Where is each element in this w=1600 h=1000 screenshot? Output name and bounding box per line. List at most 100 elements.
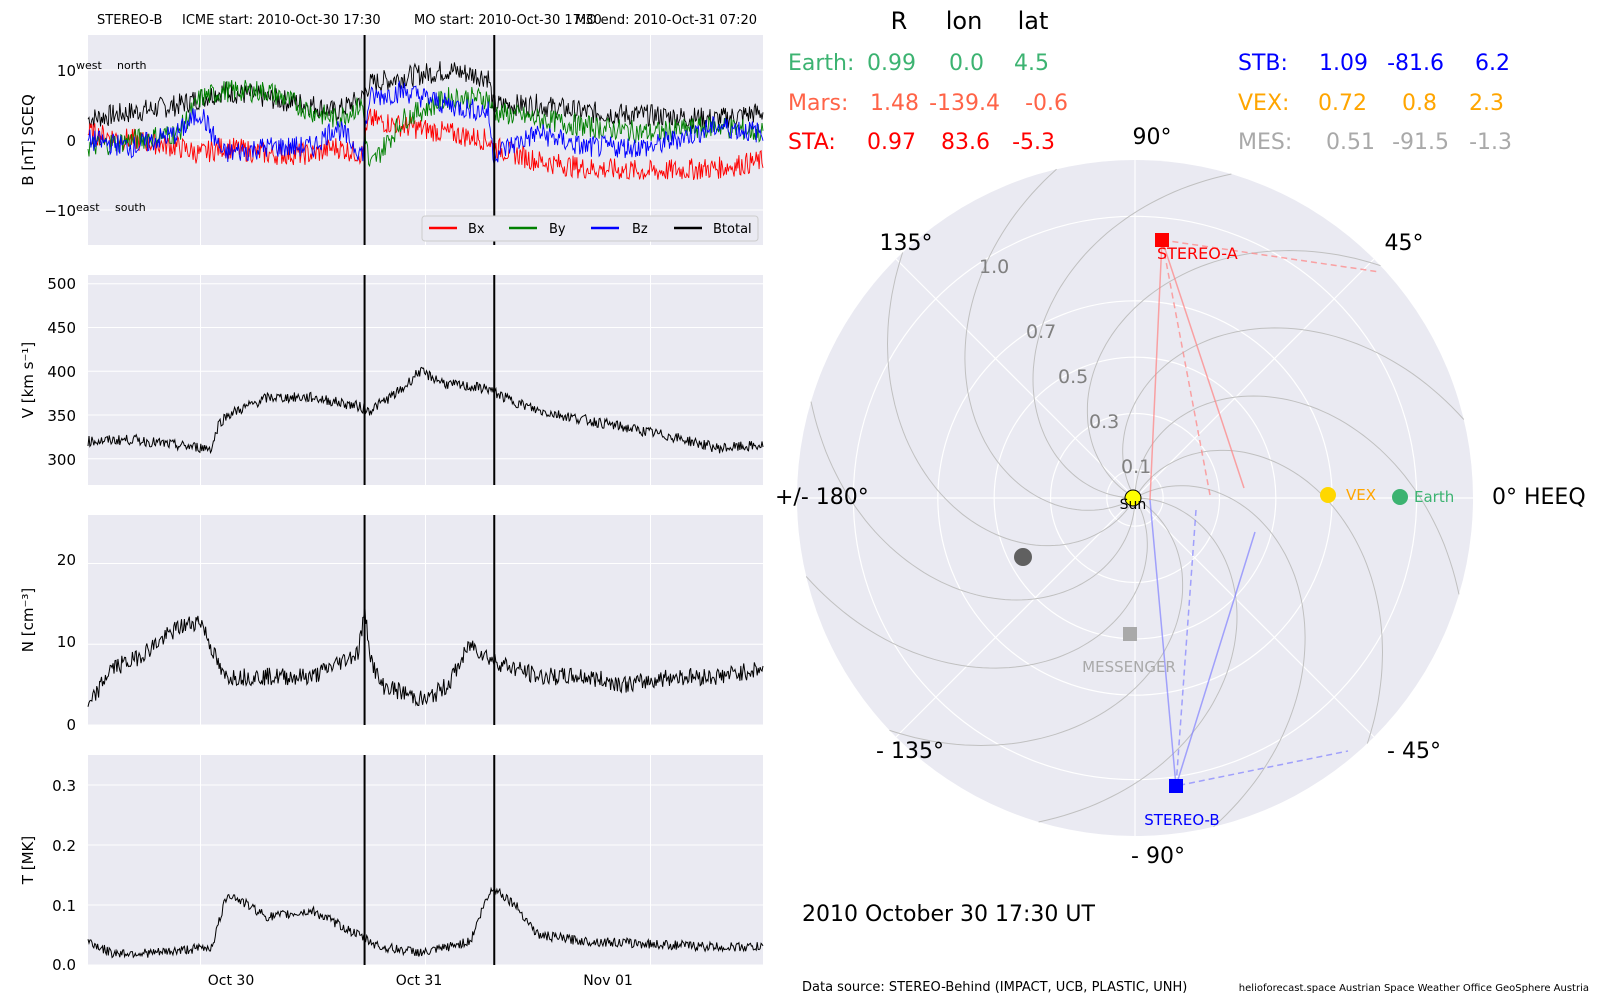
panel-t-series <box>87 886 764 959</box>
stereo-a-label: STEREO-A <box>1157 244 1238 263</box>
panel-n-series <box>87 604 764 707</box>
mes-row-r: 0.51 <box>1326 130 1375 155</box>
panel-v-ytick-450: 450 <box>47 319 76 337</box>
sta-row-lon: 83.6 <box>941 130 990 155</box>
earth-row-r: 0.99 <box>867 51 916 76</box>
vex-row-r: 0.72 <box>1318 91 1367 116</box>
panel-magnetic-field: B [nT] SCEQ 10 0 −10 west north east sou… <box>19 35 764 245</box>
parker-spiral <box>1134 449 1384 744</box>
panel-b-ylabel: B [nT] SCEQ <box>19 94 37 185</box>
annotation-south: south <box>115 201 146 214</box>
annotation-east: east <box>76 201 100 214</box>
stb-row-label: STB: <box>1238 51 1288 76</box>
mars-row-lon: -139.4 <box>929 91 1000 116</box>
parker-spiral <box>886 252 1136 547</box>
angle-label-minus90: - 90° <box>1131 844 1185 869</box>
legend-bx-label: Bx <box>468 222 485 237</box>
panel-t-ytick-0.0: 0.0 <box>52 956 76 974</box>
series-line-by <box>87 79 764 168</box>
footer-credits: helioforecast.space Austrian Space Weath… <box>1239 983 1589 994</box>
series-line-v <box>87 366 764 455</box>
legend-b-box <box>421 215 759 242</box>
earth-row-label: Earth: <box>788 51 854 76</box>
panel-v-event-lines <box>363 275 496 485</box>
sun-label: Sun <box>1120 497 1147 513</box>
panel-b-grid <box>88 35 763 245</box>
angle-label-135: 135° <box>880 231 933 256</box>
radial-tick-1.0: 1.0 <box>979 256 1009 278</box>
stb-row-lat: 6.2 <box>1475 51 1510 76</box>
position-table: R lon lat Earth: 0.99 0.0 4.5 Mars: 1.48… <box>788 7 1512 155</box>
angle-label-0: 0° HEEQ <box>1492 485 1586 510</box>
panel-density: N [cm⁻³] 20 10 0 <box>19 515 764 734</box>
radial-tick-0.5: 0.5 <box>1058 366 1088 388</box>
panel-n-grid <box>88 515 763 726</box>
messenger-label: MESSENGER <box>1082 658 1176 676</box>
panel-b-ytick-10: 10 <box>57 62 76 80</box>
series-line-t <box>87 886 764 959</box>
panel-v-grid <box>88 275 763 485</box>
panel-temperature: T [MK] 0.3 0.2 0.1 0.0 <box>19 755 764 974</box>
vex-row-lon: 0.8 <box>1402 91 1437 116</box>
earth-label: Earth <box>1414 488 1454 506</box>
header-spacecraft: STEREO-B <box>97 13 162 28</box>
header-mo-end: MO end: 2010-Oct-31 07:20 <box>575 13 757 28</box>
stereo-b-label: STEREO-B <box>1144 811 1219 829</box>
panel-v-ytick-500: 500 <box>47 275 76 293</box>
panel-t-ylabel: T [MK] <box>19 836 37 885</box>
panel-t-event-lines <box>363 755 496 965</box>
panel-n-ytick-20: 20 <box>57 551 76 569</box>
earth-row-lon: 0.0 <box>949 51 984 76</box>
polar-grid <box>797 160 1473 836</box>
radial-tick-0.3: 0.3 <box>1089 411 1119 433</box>
mars-row-label: Mars: <box>788 91 848 116</box>
series-line-bz <box>87 80 764 164</box>
vex-row-lat: 2.3 <box>1469 91 1504 116</box>
xtick-oct30: Oct 30 <box>208 973 254 989</box>
parker-spiral <box>1134 485 1306 828</box>
mars-row-lat: -0.6 <box>1025 91 1068 116</box>
header-mo-start: MO start: 2010-Oct-30 17:30 <box>414 13 602 28</box>
vex-label: VEX <box>1346 486 1376 504</box>
polar-spoke <box>895 497 1136 738</box>
panel-n-ytick-10: 10 <box>57 633 76 651</box>
mars-marker <box>1014 548 1032 566</box>
parker-spiral <box>889 497 1184 747</box>
mes-row-lat: -1.3 <box>1469 130 1512 155</box>
panel-velocity: V [km s⁻¹] 500 450 400 350 300 <box>19 275 764 485</box>
parker-spiral <box>1122 327 1465 499</box>
panel-t-ytick-0.2: 0.2 <box>52 837 76 855</box>
annotation-west: west <box>76 59 102 72</box>
panel-t-ytick-0.1: 0.1 <box>52 897 76 915</box>
panel-t-grid <box>88 755 763 966</box>
panel-b-ytick-0: 0 <box>66 132 76 150</box>
mars-row-r: 1.48 <box>870 91 919 116</box>
radial-tick-0.1: 0.1 <box>1121 456 1151 478</box>
xtick-oct31: Oct 31 <box>396 973 442 989</box>
series-line-bx <box>87 108 764 181</box>
stb-field-line-dashed <box>1175 509 1349 787</box>
panel-n-ytick-0: 0 <box>66 716 76 734</box>
parker-spiral <box>810 401 1136 601</box>
polar-spoke <box>1134 258 1375 499</box>
panel-n-ylabel: N [cm⁻³] <box>19 588 37 652</box>
footer-source: Data source: STEREO-Behind (IMPACT, UCB,… <box>802 980 1187 995</box>
panel-t-ytick-0.3: 0.3 <box>52 777 76 795</box>
parker-spiral <box>805 497 1148 669</box>
angle-label-minus45: - 45° <box>1387 739 1441 764</box>
footer-datetime: 2010 October 30 17:30 UT <box>802 902 1096 927</box>
angle-label-180: +/- 180° <box>775 485 869 510</box>
xtick-nov01: Nov 01 <box>583 973 633 989</box>
header-icme-start: ICME start: 2010-Oct-30 17:30 <box>182 13 381 28</box>
legend-btotal-label: Btotal <box>713 222 752 237</box>
legend-bz-label: Bz <box>632 222 648 237</box>
legend-by-label: By <box>549 222 566 237</box>
stereo-b-marker <box>1169 779 1183 793</box>
sta-row-lat: -5.3 <box>1012 130 1055 155</box>
messenger-marker <box>1123 627 1137 641</box>
panel-v-ytick-400: 400 <box>47 363 76 381</box>
parker-spiral <box>1032 173 1232 499</box>
stereo-a-marker <box>1155 233 1169 247</box>
vex-row-label: VEX: <box>1238 91 1289 116</box>
